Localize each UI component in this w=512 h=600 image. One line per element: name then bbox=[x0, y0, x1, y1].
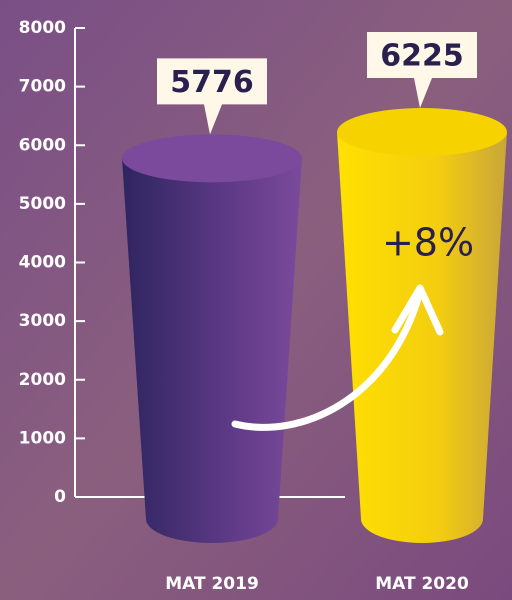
plot: 0 1000 2000 3000 4000 5000 6000 7000 8000 5776 MAT… bbox=[19, 18, 507, 594]
arrow bbox=[231, 288, 424, 431]
data-label: 5776 bbox=[170, 65, 254, 100]
y-tick-label: 2000 bbox=[19, 370, 66, 390]
x-tick-label: MAT 2020 bbox=[375, 574, 469, 594]
bar-top bbox=[122, 134, 302, 183]
bar-top bbox=[337, 108, 507, 157]
callout bbox=[367, 32, 477, 109]
y-tick-label: 0 bbox=[54, 487, 66, 507]
y-tick-label: 3000 bbox=[19, 311, 66, 331]
y-tick-label: 6000 bbox=[19, 135, 66, 155]
annotation: +8% bbox=[382, 221, 474, 265]
data-label: 6225 bbox=[380, 39, 464, 74]
y-tick-label: 8000 bbox=[19, 18, 66, 38]
y-tick-label: 4000 bbox=[19, 253, 66, 273]
y-tick-label: 1000 bbox=[19, 428, 66, 448]
arrow-head bbox=[391, 284, 444, 336]
bar bbox=[122, 158, 302, 543]
x-tick-label: MAT 2019 bbox=[165, 574, 259, 594]
y-tick-label: 5000 bbox=[19, 194, 66, 214]
bar bbox=[337, 132, 507, 543]
callout bbox=[157, 58, 267, 135]
y-tick-label: 7000 bbox=[19, 77, 66, 97]
